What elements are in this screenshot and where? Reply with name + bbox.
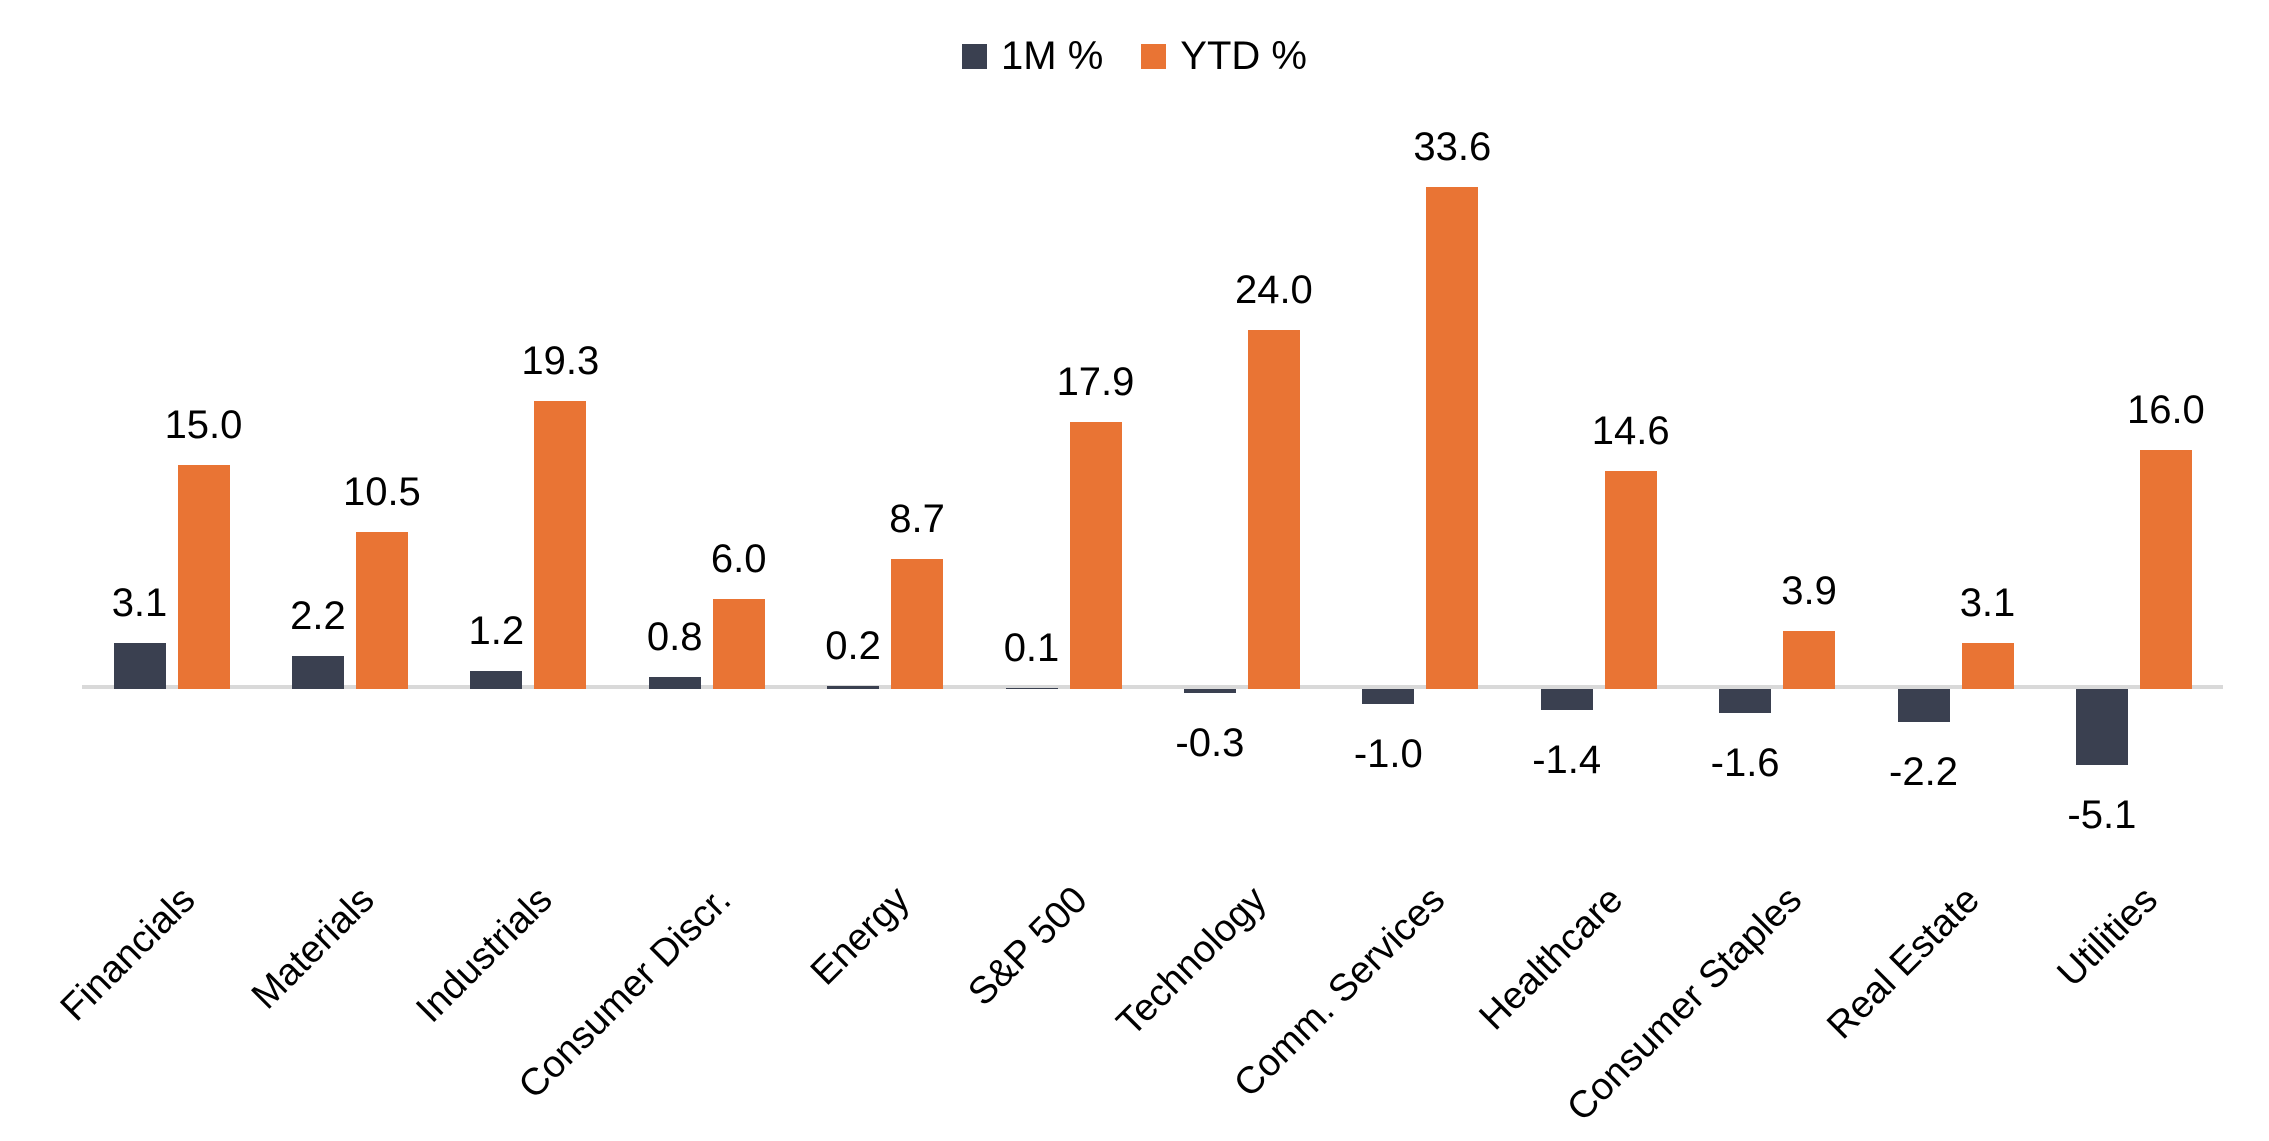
bar-1m-real-estate xyxy=(1897,689,1950,722)
bar-1m-consumer-staples xyxy=(1719,689,1772,713)
bar-ytd-financials xyxy=(177,464,230,689)
bar-ytd-energy xyxy=(891,559,944,689)
value-label-1m-materials: 2.2 xyxy=(290,594,346,639)
value-label-1m-comm-services: -1.0 xyxy=(1353,731,1423,776)
value-label-ytd-comm-services: 33.6 xyxy=(1413,125,1492,170)
bar-ytd-s-p-500 xyxy=(1069,421,1122,689)
value-label-ytd-energy: 8.7 xyxy=(889,497,945,542)
x-label-s-p-500: S&P 500 xyxy=(960,878,1096,1014)
bar-1m-utilities xyxy=(2075,689,2128,766)
x-label-technology: Technology xyxy=(1108,878,1275,1045)
value-label-1m-industrials: 1.2 xyxy=(468,609,525,654)
bar-ytd-industrials xyxy=(534,400,587,689)
x-axis-line xyxy=(82,685,2223,689)
x-label-materials: Materials xyxy=(243,878,383,1018)
x-label-industrials: Industrials xyxy=(408,878,561,1031)
bar-ytd-real-estate xyxy=(1961,642,2014,689)
value-label-1m-consumer-discr: 0.8 xyxy=(646,615,703,660)
value-label-ytd-consumer-discr: 6.0 xyxy=(710,537,767,582)
value-label-ytd-industrials: 19.3 xyxy=(521,338,600,383)
bar-1m-financials xyxy=(113,642,166,689)
value-label-1m-s-p-500: 0.1 xyxy=(1003,625,1060,670)
value-label-1m-real-estate: -2.2 xyxy=(1889,749,1958,794)
value-label-ytd-real-estate: 3.1 xyxy=(1959,580,2016,625)
value-label-ytd-healthcare: 14.6 xyxy=(1591,408,1670,453)
value-label-ytd-s-p-500: 17.9 xyxy=(1056,359,1135,404)
bar-1m-materials xyxy=(291,656,344,689)
x-label-financials: Financials xyxy=(53,878,204,1030)
value-label-ytd-materials: 10.5 xyxy=(342,470,421,515)
legend-item-ytd: YTD % xyxy=(1141,36,1307,76)
bar-ytd-consumer-discr xyxy=(712,599,765,689)
bar-1m-s-p-500 xyxy=(1005,687,1058,689)
bar-ytd-utilities xyxy=(2139,449,2192,689)
legend-item-1m: 1M % xyxy=(962,36,1103,76)
value-label-1m-consumer-staples: -1.6 xyxy=(1710,740,1780,785)
x-label-utilities: Utilities xyxy=(2050,878,2167,996)
legend-label-ytd: YTD % xyxy=(1180,34,1307,78)
bar-ytd-materials xyxy=(355,532,408,689)
bar-1m-energy xyxy=(827,686,880,689)
bar-ytd-technology xyxy=(1247,330,1300,689)
chart-legend: 1M % YTD % xyxy=(0,36,2269,76)
value-label-1m-financials: 3.1 xyxy=(111,580,168,625)
bar-1m-healthcare xyxy=(1540,689,1593,710)
x-label-healthcare: Healthcare xyxy=(1471,878,1632,1039)
bar-ytd-healthcare xyxy=(1604,470,1657,689)
value-label-1m-energy: 0.2 xyxy=(825,624,881,668)
bar-ytd-consumer-staples xyxy=(1783,630,1836,689)
bar-ytd-comm-services xyxy=(1426,187,1479,689)
value-label-ytd-consumer-staples: 3.9 xyxy=(1781,568,1837,613)
value-label-ytd-financials: 15.0 xyxy=(164,402,243,447)
bar-1m-comm-services xyxy=(1362,689,1415,704)
value-label-1m-utilities: -5.1 xyxy=(2067,793,2137,838)
bar-1m-consumer-discr xyxy=(648,677,701,689)
value-label-1m-healthcare: -1.4 xyxy=(1532,737,1602,782)
value-label-ytd-technology: 24.0 xyxy=(1234,268,1313,313)
value-label-1m-technology: -0.3 xyxy=(1175,721,1245,766)
value-label-ytd-utilities: 16.0 xyxy=(2126,387,2205,432)
x-label-energy: Energy xyxy=(802,878,918,994)
legend-swatch-1m-icon xyxy=(962,43,988,69)
legend-label-1m: 1M % xyxy=(1001,34,1104,78)
bar-1m-industrials xyxy=(470,671,523,689)
legend-swatch-ytd-icon xyxy=(1141,43,1167,69)
x-label-real-estate: Real Estate xyxy=(1819,878,1988,1048)
bar-1m-technology xyxy=(1183,689,1236,694)
